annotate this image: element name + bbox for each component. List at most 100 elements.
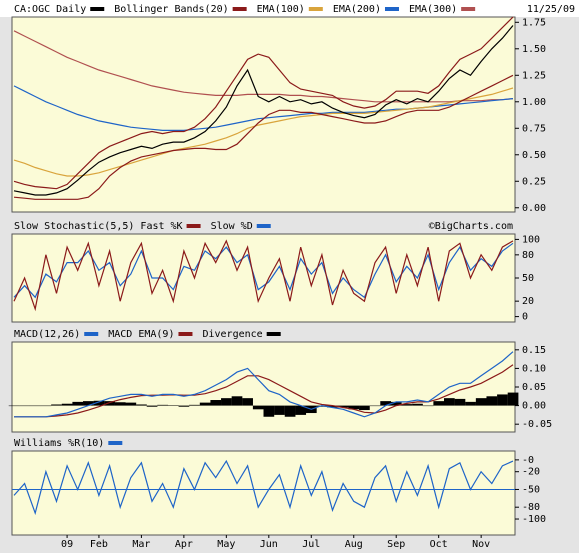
panel-title: Slow Stochastic(5,5): [14, 221, 134, 232]
legend-swatch: [266, 332, 281, 336]
divergence-bar: [83, 401, 94, 406]
legend-swatch: [84, 332, 99, 336]
divergence-bar: [146, 405, 158, 407]
price-line: [13, 25, 514, 196]
legend-strip: [0, 0, 579, 17]
divergence-bar: [327, 405, 338, 408]
y-tick-label: -80: [522, 502, 540, 513]
divergence-bar: [359, 405, 370, 411]
plot-area: [11, 450, 516, 536]
series-line: [14, 364, 514, 418]
legend-swatch: [256, 224, 271, 228]
y-tick-label: 0.75: [522, 123, 546, 134]
watermark: ©BigCharts.com: [429, 221, 513, 232]
legend-label: Bollinger Bands(20): [114, 4, 228, 15]
legend-label: EMA(300): [409, 4, 457, 15]
divergence-bar: [422, 405, 434, 407]
divergence-bar: [210, 400, 222, 406]
divergence-bar: [178, 405, 190, 407]
x-tick-label: Nov: [472, 539, 490, 550]
y-tick-label: -0: [522, 455, 534, 466]
y-tick-label: -0.05: [522, 419, 552, 430]
divergence-bar: [61, 403, 73, 406]
x-tick-label: Jul: [302, 539, 320, 550]
divergence-bar: [380, 401, 391, 406]
divergence-bar: [443, 398, 455, 406]
divergence-bar: [412, 403, 423, 406]
divergence-bar: [199, 402, 211, 406]
divergence-bar: [51, 404, 62, 406]
series-line: [13, 30, 514, 103]
plot-area: [11, 233, 516, 323]
legend-label: Fast %K: [140, 221, 182, 232]
divergence-bar: [29, 405, 41, 407]
divergence-bar: [390, 401, 402, 406]
y-tick-label: 50: [522, 273, 534, 284]
bollinger-upper: [13, 16, 514, 190]
y-tick-label: -20: [522, 467, 540, 478]
legend-swatch: [186, 224, 201, 228]
divergence-bar: [274, 405, 285, 415]
x-tick-label: Oct: [430, 539, 448, 550]
x-tick-label: 09: [61, 539, 73, 550]
divergence-bar: [401, 404, 413, 406]
legend-label: Slow %D: [211, 221, 253, 232]
series-line: [13, 459, 514, 516]
divergence-bar: [486, 396, 498, 406]
divergence-bar: [295, 405, 307, 415]
legend-swatch: [178, 332, 193, 336]
divergence-bar: [252, 405, 264, 410]
divergence-bar: [136, 404, 147, 406]
legend-label: MACD EMA(9): [108, 329, 174, 340]
series-line: [13, 239, 514, 312]
divergence-bar: [284, 405, 296, 417]
y-tick-label: 0.50: [522, 150, 546, 161]
legend-label: EMA(100): [257, 4, 305, 15]
divergence-bar: [433, 401, 445, 406]
legend-label: MACD(12,26): [14, 329, 80, 340]
legend-label: EMA(200): [333, 4, 381, 15]
divergence-bar: [221, 398, 232, 406]
divergence-bar: [40, 405, 52, 407]
y-tick-label: 0.00: [522, 401, 546, 412]
divergence-bar: [507, 392, 519, 406]
y-tick-label: 1.50: [522, 44, 546, 55]
legend-label: Divergence: [202, 329, 262, 340]
y-tick-label: 20: [522, 296, 534, 307]
series-line: [14, 351, 514, 418]
divergence-bar: [497, 394, 508, 406]
legend-swatch: [384, 7, 399, 11]
bollinger-lower: [13, 74, 514, 200]
x-tick-label: Feb: [90, 539, 108, 550]
legend-label: CA:OGC Daily: [14, 4, 86, 15]
divergence-bar: [369, 405, 381, 407]
x-tick-label: May: [217, 539, 235, 550]
legend-swatch: [308, 7, 323, 11]
divergence-bar: [19, 405, 31, 407]
legend-label: Williams %R(10): [14, 438, 104, 449]
y-tick-label: 100: [522, 234, 540, 245]
legend-swatch: [108, 441, 123, 445]
divergence-bar: [231, 396, 243, 406]
y-tick-label: -100: [522, 514, 546, 525]
divergence-bar: [167, 405, 179, 406]
divergence-bar: [157, 404, 169, 406]
y-tick-label: 0.10: [522, 363, 546, 374]
legend-swatch: [461, 7, 476, 11]
divergence-bar: [475, 398, 487, 406]
y-tick-label: 0.25: [522, 176, 546, 187]
y-tick-label: 0.15: [522, 345, 546, 356]
y-tick-label: 0.05: [522, 382, 546, 393]
divergence-bar: [337, 405, 349, 408]
y-tick-label: -50: [522, 484, 540, 495]
plot-area: [11, 16, 516, 213]
divergence-bar: [263, 405, 275, 417]
divergence-bar: [348, 405, 360, 410]
divergence-bar: [189, 404, 200, 406]
legend-swatch: [232, 7, 247, 11]
divergence-bar: [72, 401, 84, 406]
plot-area: [11, 341, 516, 433]
x-tick-label: Jun: [260, 539, 278, 550]
date-label: 11/25/09: [527, 4, 575, 15]
